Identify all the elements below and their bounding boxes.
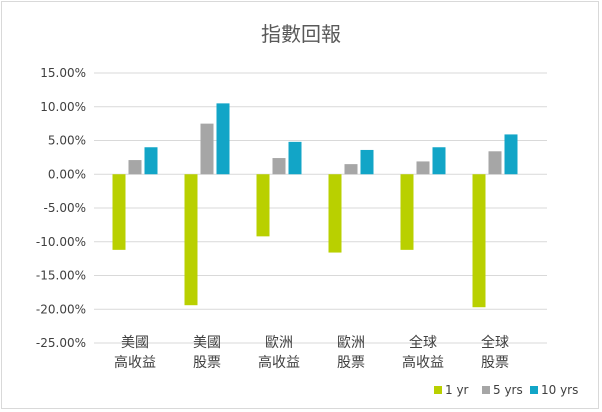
bar-10-yrs	[144, 147, 158, 175]
legend-label: 5 yrs	[493, 383, 523, 397]
legend-label: 1 yr	[445, 383, 469, 397]
bar-10-yrs	[360, 149, 374, 175]
bar-5-yrs	[200, 123, 214, 175]
bar-1-yr	[112, 174, 126, 250]
bar-10-yrs	[288, 141, 302, 175]
bar-1-yr	[184, 174, 198, 306]
category-label: 高收益	[402, 354, 444, 371]
y-tick-label: 5.00%	[48, 134, 86, 148]
bar-5-yrs	[488, 151, 502, 175]
y-tick-label: -10.00%	[36, 235, 86, 249]
y-tick-label: 0.00%	[48, 167, 86, 181]
category-label: 高收益	[258, 354, 300, 371]
bar-1-yr	[472, 174, 486, 308]
category-label: 高收益	[114, 354, 156, 371]
category-label: 全球	[409, 334, 437, 351]
bar-1-yr	[400, 174, 414, 250]
legend-label: 10 yrs	[541, 383, 578, 397]
bar-1-yr	[256, 174, 270, 237]
bar-5-yrs	[272, 158, 286, 175]
category-label: 股票	[337, 355, 365, 371]
bar-10-yrs	[504, 134, 518, 175]
category-label: 歐洲	[337, 335, 365, 351]
category-label: 股票	[481, 355, 509, 371]
y-tick-label: -5.00%	[44, 201, 86, 215]
y-axis-ticks: 15.00% 10.00% 5.00% 0.00% -5.00% -10.00% -15.0…	[36, 66, 86, 350]
legend-swatch	[482, 386, 490, 394]
y-tick-label: -25.00%	[36, 336, 86, 350]
category-label: 歐洲	[265, 335, 293, 351]
bar-5-yrs	[128, 160, 142, 175]
bars	[112, 103, 518, 308]
chart-title: 指數回報	[261, 22, 341, 46]
bar-5-yrs	[344, 164, 358, 175]
legend-swatch	[530, 386, 538, 394]
category-label: 全球	[481, 334, 509, 351]
legend: 1 yr 5 yrs 10 yrs	[434, 383, 578, 397]
bar-10-yrs	[216, 103, 230, 175]
category-label: 美國	[193, 335, 221, 351]
category-label: 股票	[193, 355, 221, 371]
y-tick-label: 15.00%	[40, 66, 86, 80]
gridlines	[94, 72, 547, 344]
legend-swatch	[434, 386, 442, 394]
y-tick-label: -15.00%	[36, 269, 86, 283]
bar-5-yrs	[416, 161, 430, 175]
bar-1-yr	[328, 174, 342, 253]
category-label: 美國	[121, 335, 149, 351]
y-tick-label: 10.00%	[40, 100, 86, 114]
y-tick-label: -20.00%	[36, 302, 86, 316]
bar-10-yrs	[432, 147, 446, 175]
